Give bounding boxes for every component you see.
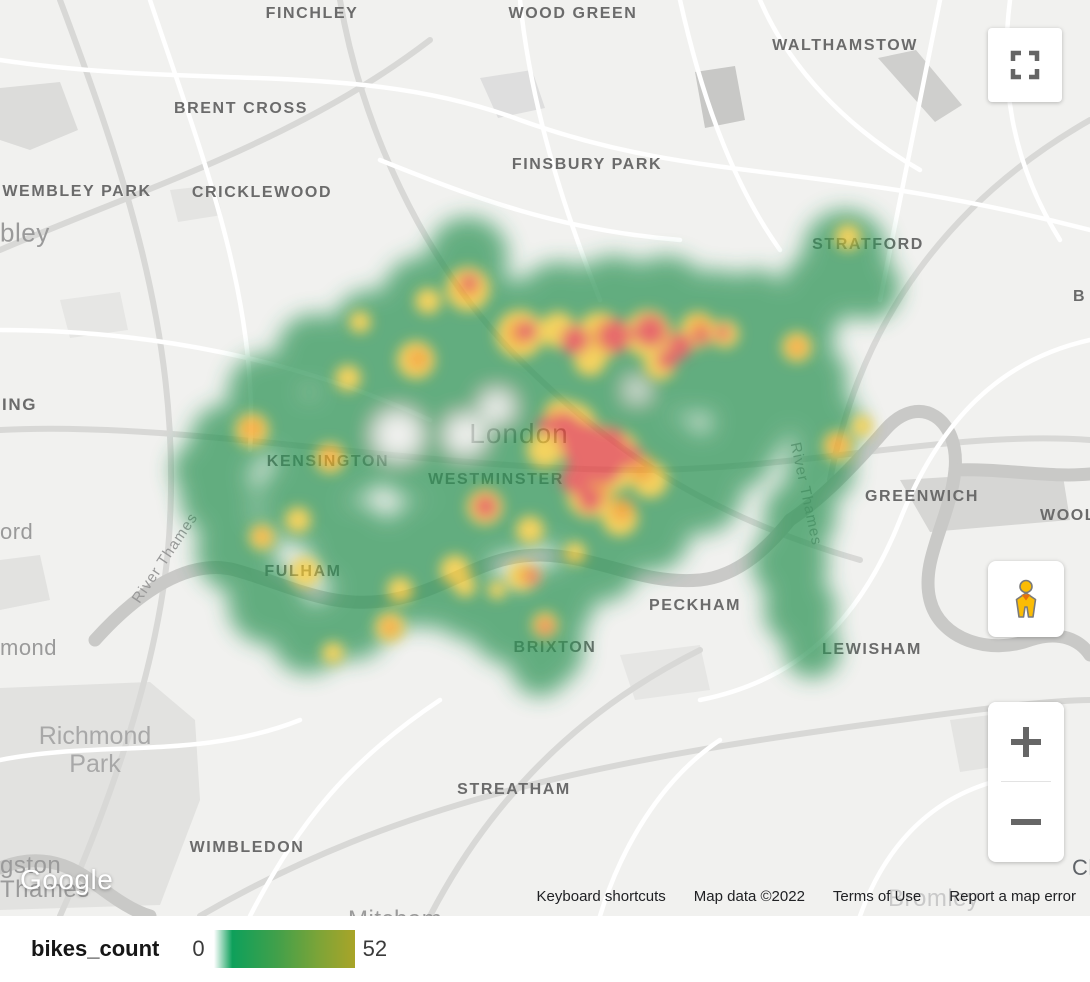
google-logo[interactable]: Google	[20, 864, 114, 895]
map-label-greenwich: GREENWICH	[865, 488, 979, 505]
keyboard-shortcuts-button[interactable]: Keyboard shortcuts	[536, 888, 666, 905]
map-label-finsbury-park: FINSBURY PARK	[511, 156, 663, 173]
zoom-in-button[interactable]	[988, 702, 1064, 781]
map-label-richmond-partial: mond	[0, 635, 58, 660]
map-label-chislehurst-partial: Ch	[1072, 855, 1090, 880]
map-label-river-thames-east: River Thames	[786, 440, 826, 548]
map-data-text: Map data ©2022	[693, 888, 805, 905]
map-label-westminster: WESTMINSTER	[428, 471, 564, 488]
map-label-walthamstow: WALTHAMSTOW	[772, 37, 918, 54]
terms-of-use-link[interactable]: Terms of Use	[832, 888, 922, 905]
legend-bar: bikes_count 0 52	[0, 916, 1090, 982]
map-labels-layer: FINCHLEY WOOD GREEN WALTHAMSTOW BRENT CROSS…	[0, 5, 1090, 916]
pegman-icon	[1015, 579, 1037, 618]
attribution-bar: Keyboard shortcuts Map data ©2022 Terms …	[537, 888, 1076, 905]
map-label-fulham: FULHAM	[264, 563, 342, 580]
map-label-brent-cross: BRENT CROSS	[173, 100, 309, 117]
map-river-thames	[0, 405, 1090, 916]
map-label-ealing-partial: ING	[2, 395, 38, 414]
legend-field-label: bikes_count	[31, 936, 160, 961]
zoom-out-button[interactable]	[988, 782, 1064, 861]
map-roads-white	[0, 0, 1090, 916]
map-label-streatham: STREATHAM	[457, 781, 571, 798]
map-label-brentford-partial: ord	[0, 519, 34, 544]
map-label-wembley-park: WEMBLEY PARK	[2, 183, 152, 200]
map-roads-gray	[0, 0, 1090, 916]
fullscreen-button[interactable]	[988, 28, 1062, 102]
plus-icon	[1011, 726, 1041, 757]
map-label-peckham: PECKHAM	[648, 597, 742, 614]
map-label-richmond-park: Richmond Park	[38, 722, 152, 778]
pegman-button[interactable]	[988, 561, 1064, 637]
map-label-finchley: FINCHLEY	[265, 5, 359, 22]
map-label-brixton: BRIXTON	[513, 639, 597, 656]
map-viewport[interactable]: FINCHLEY WOOD GREEN WALTHAMSTOW BRENT CROSS…	[0, 0, 1090, 916]
base-map	[0, 0, 1090, 916]
map-background	[0, 0, 1090, 916]
map-areas	[0, 50, 1070, 910]
heatmap-overlay	[172, 210, 900, 696]
map-label-kensington: KENSINGTON	[266, 453, 390, 470]
map-label-wimbledon: WIMBLEDON	[189, 839, 305, 856]
map-label-mitcham-partial: Mitcham	[348, 906, 442, 916]
report-map-error-link[interactable]: Report a map error	[949, 888, 1076, 905]
map-label-woolwich-partial: WOOL	[1040, 507, 1090, 524]
map-label-lewisham: LEWISHAM	[822, 641, 922, 658]
minus-icon	[1011, 818, 1041, 825]
legend-gradient-bar	[213, 930, 355, 968]
map-label-stratford: STRATFORD	[812, 236, 924, 253]
map-label-river-thames-west: River Thames	[128, 509, 202, 607]
map-label-wood-green: WOOD GREEN	[508, 5, 638, 22]
legend-max-value: 52	[362, 936, 388, 961]
map-label-cricklewood: CRICKLEWOOD	[191, 184, 333, 201]
legend-min-value: 0	[192, 936, 205, 961]
zoom-control	[988, 702, 1064, 862]
map-label-london: London	[469, 418, 569, 449]
fullscreen-icon	[1010, 50, 1040, 80]
map-label-barking-partial: B	[1073, 288, 1087, 305]
map-label-wembley-partial: bley	[0, 217, 50, 248]
